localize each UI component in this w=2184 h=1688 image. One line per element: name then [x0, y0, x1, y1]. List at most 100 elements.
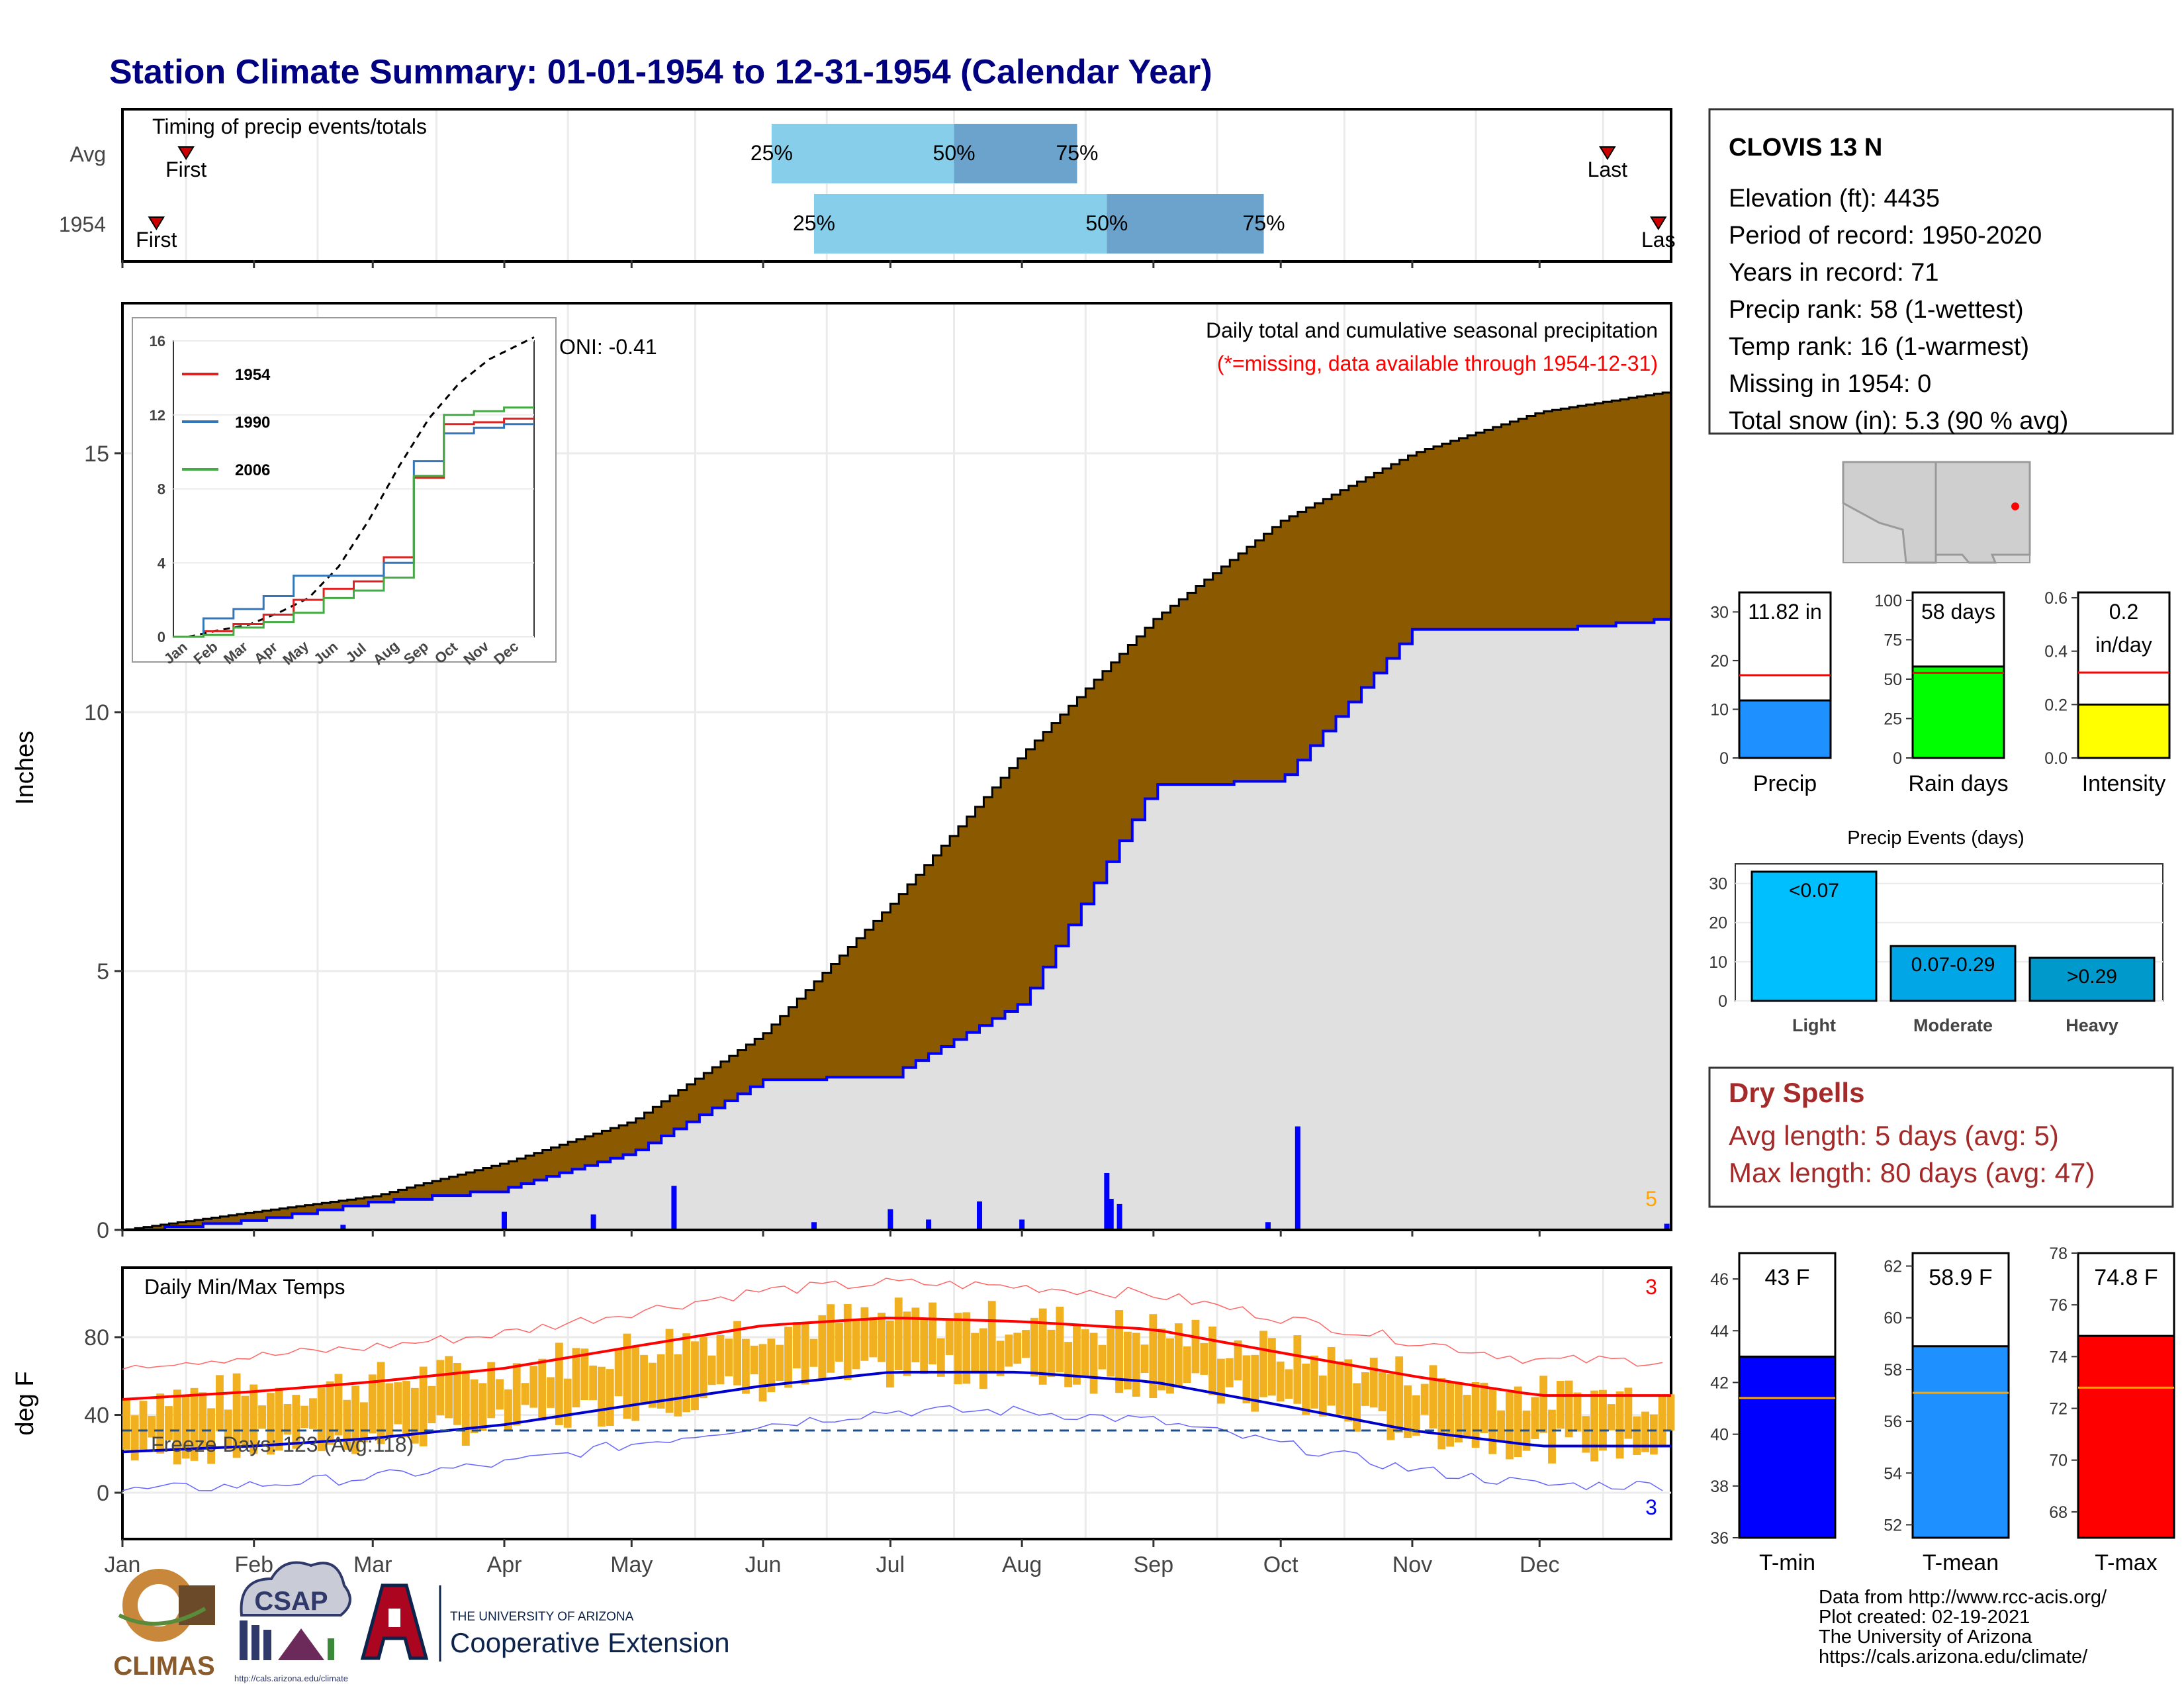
daily-temp-range — [275, 1387, 283, 1451]
inset-series-1954 — [173, 417, 534, 638]
daily-temp-range — [860, 1307, 869, 1361]
daily-temp-range — [410, 1387, 419, 1444]
temp-y-axis-label: deg F — [11, 1371, 39, 1435]
station-period: Period of record: 1950-2020 — [1729, 222, 2042, 250]
daily-temp-range — [1336, 1361, 1344, 1415]
daily-temp-range — [1293, 1335, 1302, 1404]
daily-temp-range — [1073, 1325, 1081, 1385]
daily-temp-range — [1658, 1395, 1666, 1445]
daily-temp-range — [1123, 1331, 1132, 1389]
daily-temp-range — [1565, 1380, 1573, 1438]
daily-temp-range — [1497, 1410, 1505, 1442]
daily-precip-bar — [340, 1225, 346, 1230]
daily-temp-range — [784, 1327, 792, 1388]
daily-temp-range — [843, 1303, 852, 1380]
daily-temp-range — [1234, 1340, 1242, 1381]
events-bar-label: <0.07 — [1789, 880, 1839, 902]
daily-temp-range — [1047, 1329, 1056, 1378]
footer-line-1: Data from http://www.rcc-acis.org/ — [1819, 1587, 2107, 1608]
daily-temp-range — [173, 1389, 181, 1465]
month-label-nov: Nov — [1392, 1552, 1432, 1577]
daily-temp-range — [190, 1387, 199, 1461]
daily-temp-range — [1514, 1386, 1522, 1457]
daily-temp-range — [767, 1338, 776, 1393]
month-label-sep: Sep — [1134, 1552, 1174, 1577]
daily-temp-range — [1361, 1372, 1369, 1406]
daily-precip-bar — [811, 1222, 817, 1230]
timing-bar-25-50 — [771, 124, 954, 183]
events-bar-moderate — [1889, 945, 2017, 1002]
daily-temp-range — [1285, 1369, 1293, 1399]
daily-temp-range — [572, 1348, 580, 1408]
ua-a-inner — [388, 1609, 400, 1627]
daily-temp-range — [894, 1297, 903, 1370]
daily-temp-range — [334, 1374, 343, 1436]
events-y-tick-label: 0 — [1718, 992, 1727, 1011]
events-bar-light — [1751, 870, 1878, 1002]
daily-temp-range — [742, 1338, 750, 1394]
daily-precip-bar — [1295, 1126, 1300, 1230]
daily-temp-range — [1573, 1392, 1582, 1432]
timing-p50-label: 50% — [1085, 211, 1128, 235]
min-record-count: 3 — [1645, 1495, 1657, 1519]
daily-temp-range — [1590, 1390, 1599, 1462]
csap-bar-3 — [263, 1630, 271, 1660]
inset-y-tick-label: 16 — [150, 333, 165, 350]
daily-temp-range — [1158, 1329, 1166, 1391]
daily-temp-range — [1318, 1376, 1327, 1417]
daily-temp-range — [181, 1395, 190, 1459]
daily-temp-range — [300, 1405, 309, 1429]
record-min-line — [122, 1405, 1663, 1491]
daily-temp-range — [1149, 1314, 1158, 1398]
temp-summary-value-2: 74.8 F — [2094, 1265, 2158, 1290]
daily-temp-range — [1225, 1358, 1234, 1387]
temp-summary-y-tick-label: 52 — [1884, 1516, 1902, 1534]
events-category-label: Moderate — [1913, 1015, 1993, 1035]
precip-y-ticks: 0 5 10 15 — [84, 442, 1541, 1243]
daily-temp-range — [258, 1405, 266, 1429]
daily-temp-range — [1302, 1363, 1310, 1415]
timing-last-label: Las — [1641, 228, 1676, 252]
daily-temp-range — [428, 1385, 436, 1424]
precip-y-tick-label: 15 — [84, 442, 109, 467]
inset-legend-2006: 2006 — [235, 461, 270, 479]
daily-temp-range — [1267, 1338, 1276, 1396]
daily-temp-range — [1615, 1391, 1624, 1459]
temp-summary-y-tick-label: 78 — [2049, 1244, 2068, 1263]
daily-temp-range — [987, 1301, 996, 1372]
precip-events-chart: Precip Events (days) 0 10 20 30 <0.07 Light 0.… — [1709, 827, 2163, 1035]
month-label-aug: Aug — [1002, 1552, 1042, 1577]
daily-temp-range — [911, 1307, 920, 1362]
timing-row-avg-label: Avg — [69, 142, 106, 166]
daily-temp-range — [436, 1360, 445, 1416]
temp-y-tick-label: 0 — [97, 1481, 109, 1506]
csap-bar-2 — [251, 1625, 259, 1660]
logos: CLIMAS CSAP http://cals.arizona.edu/clim… — [113, 1561, 730, 1683]
inset-legend-1990: 1990 — [235, 414, 270, 432]
daily-temp-range — [1531, 1397, 1539, 1439]
daily-temp-range — [1488, 1387, 1497, 1454]
daily-temp-range — [165, 1406, 173, 1440]
timing-bars: 25% 50% 75% First Last 25% 50% 75% First Las — [136, 124, 1676, 254]
summary-y-tick-label: 0 — [1893, 749, 1902, 768]
summary-y-tick-label: 30 — [1710, 603, 1729, 622]
daily-temp-range — [657, 1354, 665, 1409]
ua-logo: THE UNIVERSITY OF ARIZONA Cooperative Ex… — [360, 1583, 730, 1662]
summary-y-tick-label: 10 — [1710, 700, 1729, 719]
daily-temp-range — [326, 1381, 334, 1445]
daily-temp-range — [614, 1348, 623, 1397]
station-name: CLOVIS 13 N — [1729, 134, 1882, 162]
events-category-label: Light — [1792, 1015, 1836, 1035]
daily-temp-range — [283, 1403, 292, 1435]
daily-temp-range — [691, 1341, 699, 1411]
daily-temp-range — [1607, 1404, 1615, 1430]
daily-temp-range — [776, 1344, 784, 1382]
temp-summary-y-tick-label: 60 — [1884, 1309, 1902, 1328]
summary-label-0: Precip — [1753, 771, 1817, 796]
csap-url: http://cals.arizona.edu/climate — [234, 1673, 348, 1683]
summary-bar-2 — [2077, 703, 2171, 759]
summary-bar-1 — [1911, 665, 2005, 759]
summary-value2-2: in/day — [2095, 633, 2152, 657]
daily-temp-range — [538, 1358, 547, 1421]
temp-summary-value-0: 43 F — [1764, 1265, 1809, 1290]
